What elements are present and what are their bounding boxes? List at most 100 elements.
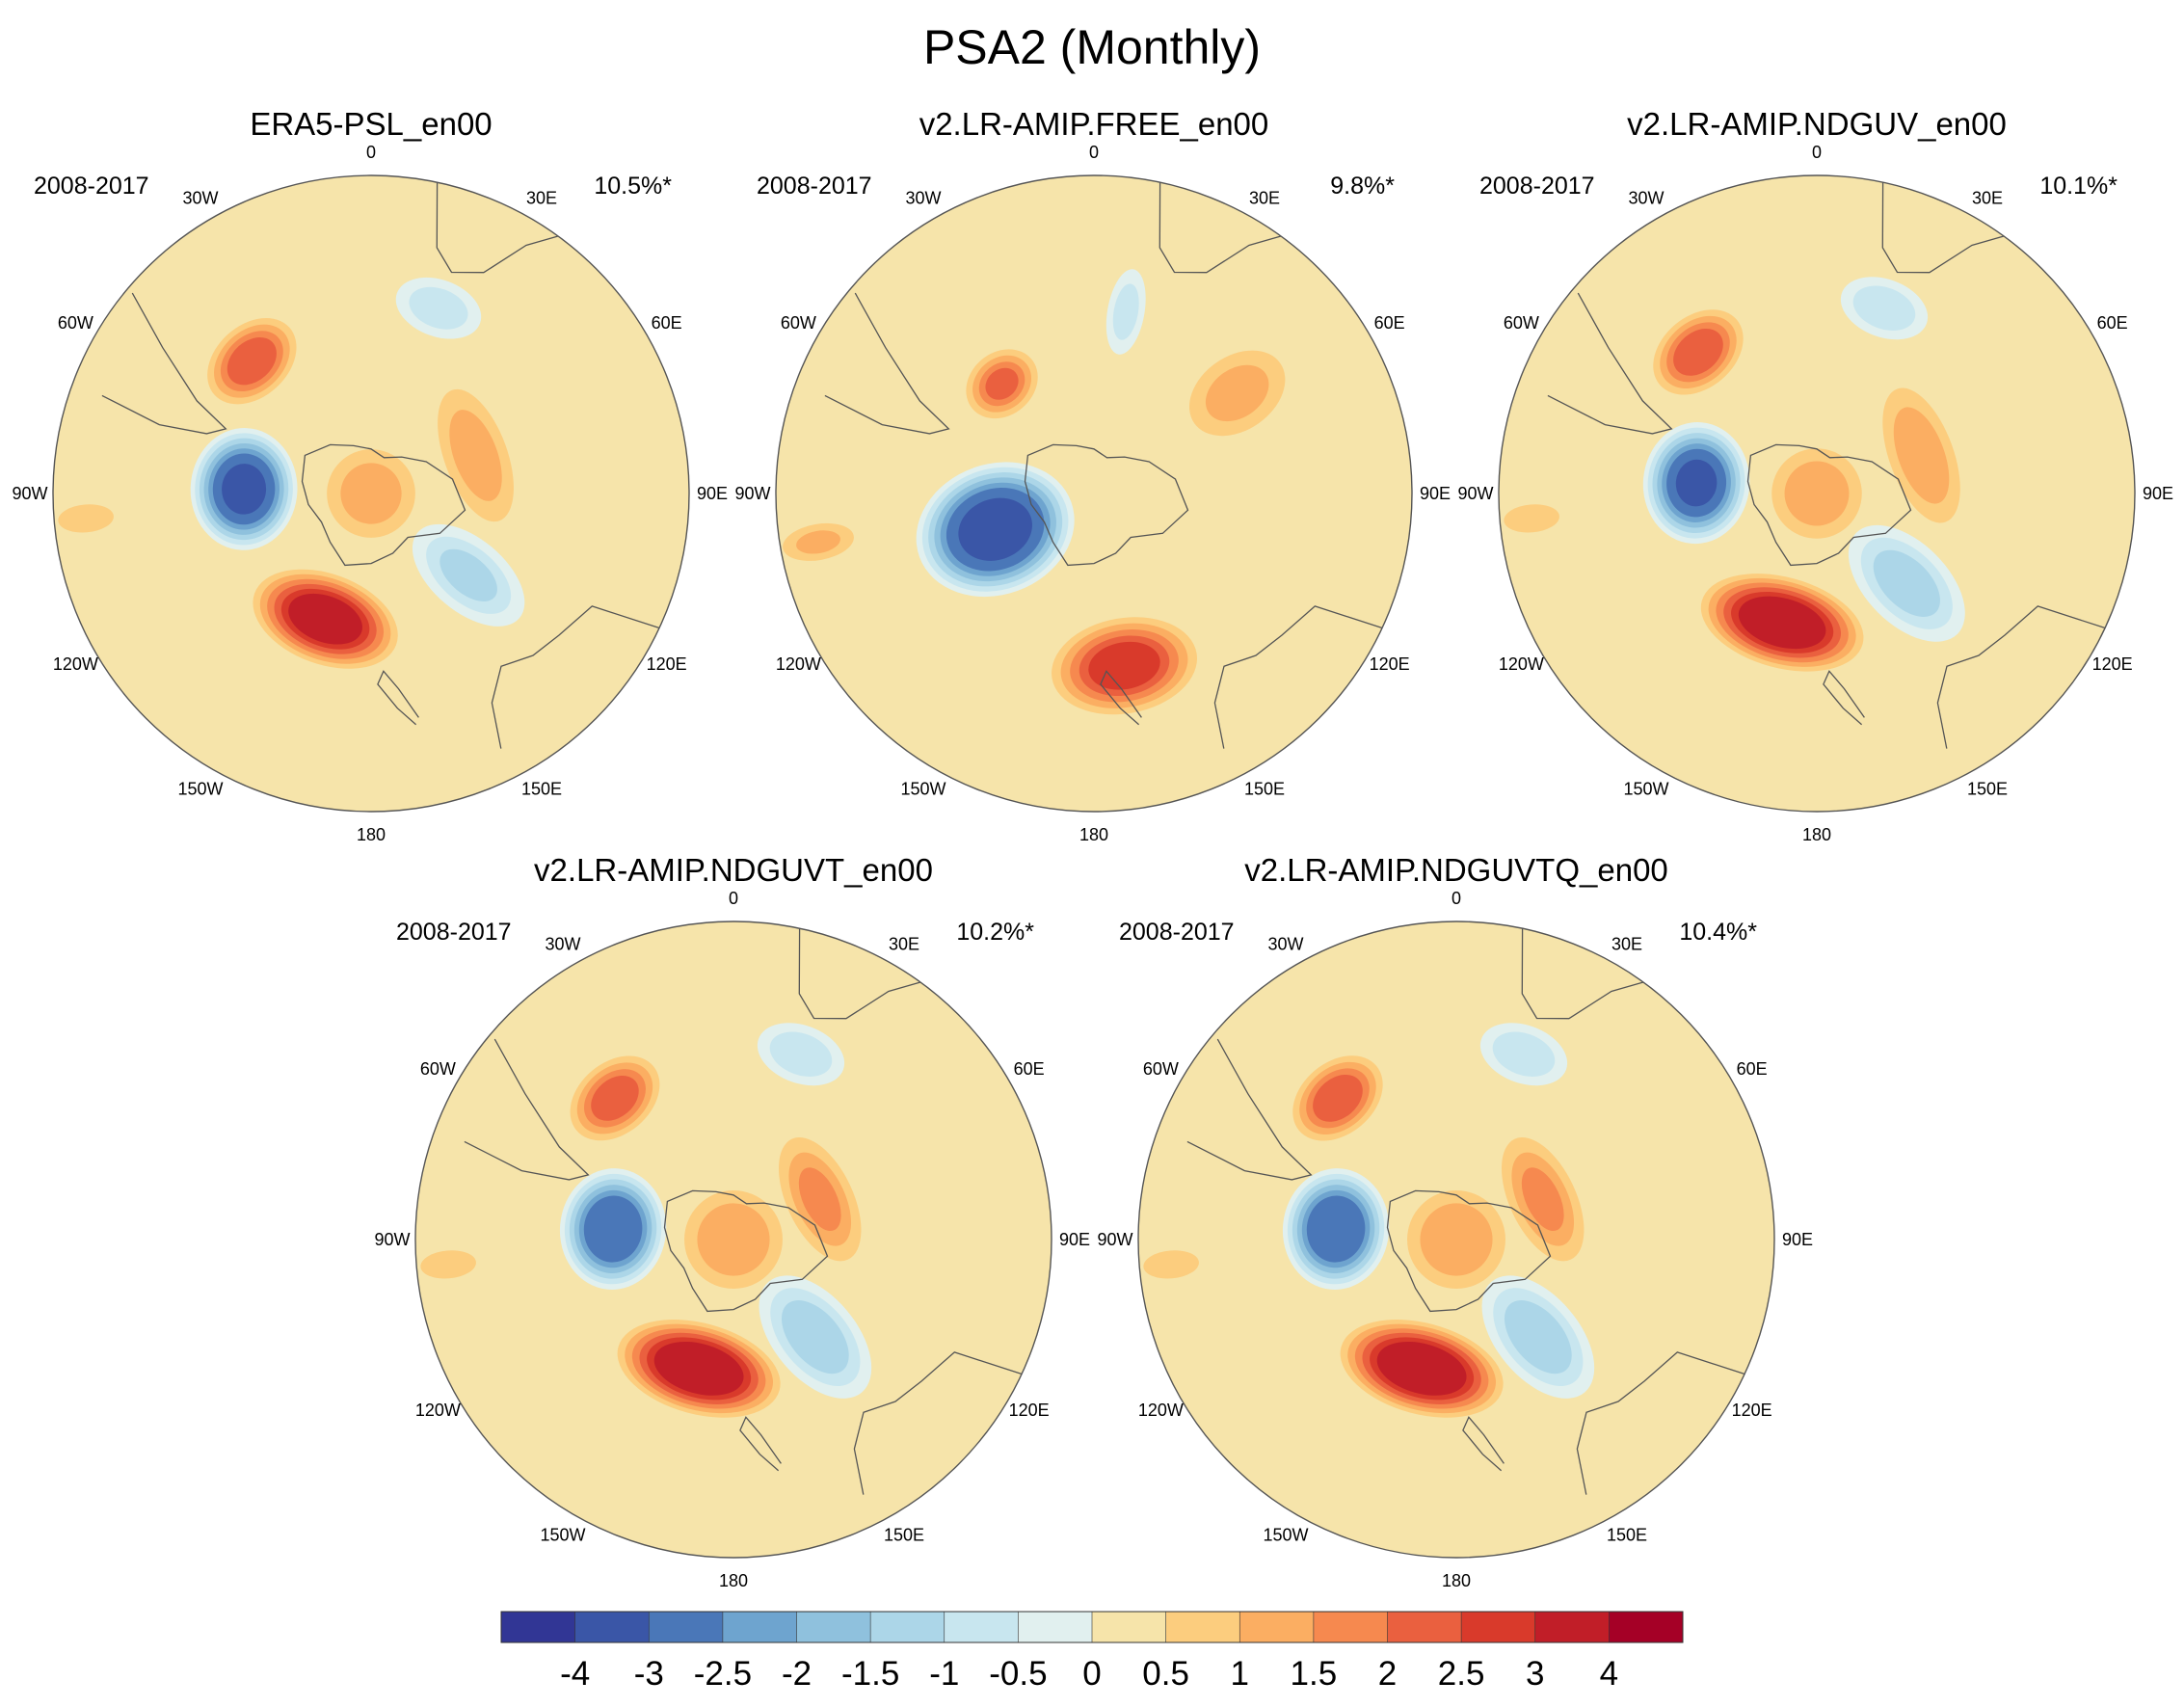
contour-level: [1492, 1031, 1556, 1077]
map-panel-v2-lr-amip-free-en00: v2.LR-AMIP.FREE_en00 2008-2017 9.8%* 0 30E 60…: [734, 106, 1451, 844]
longitude-label: 120E: [647, 654, 687, 674]
colorbar-tick-label: 2.5: [1438, 1655, 1485, 1693]
africa-coastline: [1159, 182, 1282, 274]
anomaly-center-low: [1848, 524, 1965, 642]
anomaly-center-high: [207, 318, 297, 405]
contour-field: [1499, 175, 2135, 812]
new-zealand-coastline: [1462, 1416, 1505, 1472]
panel-title: v2.LR-AMIP.NDGUVT_en00: [534, 852, 933, 888]
contour-level: [583, 1195, 643, 1263]
longitude-label: 180: [1079, 825, 1108, 844]
map-panel-v2-lr-amip-ndguvt-en00: v2.LR-AMIP.NDGUVT_en00 2008-2017 10.2%* 0 30…: [374, 852, 1090, 1590]
longitude-label: 60W: [1504, 313, 1539, 333]
longitude-label: 150W: [1623, 780, 1668, 799]
longitude-label: 120W: [415, 1401, 461, 1420]
longitude-label: 180: [1442, 1571, 1471, 1590]
south-america-coastline: [1547, 292, 1673, 435]
colorbar-swatch: [1092, 1612, 1166, 1642]
anomaly-center-high: [1501, 1136, 1585, 1262]
panel-title: v2.LR-AMIP.FREE_en00: [919, 106, 1269, 142]
longitude-label: 0: [729, 889, 738, 908]
anomaly-center-high: [684, 1190, 783, 1289]
anomaly-center-high: [1653, 309, 1744, 395]
africa-coastline: [436, 182, 559, 274]
contour-level: [985, 367, 1019, 400]
longitude-label: 120W: [53, 654, 98, 674]
australia-coastline: [853, 1351, 1023, 1495]
longitude-label: 150W: [1263, 1526, 1308, 1545]
anomaly-center-high: [617, 1320, 781, 1418]
longitude-label: 90E: [1782, 1230, 1813, 1249]
variance-label: 10.2%*: [956, 919, 1034, 946]
longitude-label: 30E: [526, 188, 557, 207]
antarctica-coastline: [663, 1189, 829, 1313]
longitude-label: 30W: [182, 188, 218, 207]
longitude-label: 60E: [652, 313, 682, 333]
contour-level: [1852, 285, 1916, 331]
anomaly-center-high: [1700, 574, 1864, 672]
africa-coastline: [798, 928, 921, 1020]
longitude-label: 60W: [1143, 1059, 1179, 1079]
colorbar-tick-label: -2: [782, 1655, 812, 1693]
contour-level: [591, 1075, 639, 1121]
anomaly-center-low: [1282, 1168, 1390, 1290]
anomaly-center-low: [1105, 269, 1146, 355]
contour-field: [1138, 921, 1774, 1558]
longitude-label: 0: [1452, 889, 1461, 908]
longitude-label: 60E: [1014, 1059, 1045, 1079]
period-label: 2008-2017: [396, 919, 512, 946]
anomaly-center-low: [1479, 1023, 1568, 1086]
longitude-label: 90W: [1457, 484, 1493, 503]
colorbar-swatch: [944, 1612, 1019, 1642]
contour-field: [776, 175, 1412, 812]
longitude-label: 90E: [697, 484, 728, 503]
anomaly-center-high: [1504, 504, 1559, 533]
longitude-label: 60W: [58, 313, 93, 333]
longitude-label: 90W: [734, 484, 770, 503]
anomaly-center-high: [783, 522, 854, 561]
colorbar-swatch: [649, 1612, 723, 1642]
contour-level: [449, 410, 502, 501]
longitude-label: 120W: [1138, 1401, 1184, 1420]
anomaly-center-high: [966, 349, 1038, 419]
contour-level: [796, 530, 840, 554]
longitude-label: 120E: [1009, 1401, 1050, 1420]
australia-coastline: [1213, 605, 1383, 749]
panel-title: v2.LR-AMIP.NDGUV_en00: [1627, 106, 2007, 142]
contour-level: [1313, 1074, 1363, 1122]
africa-coastline: [1881, 182, 2005, 274]
new-zealand-coastline: [1100, 670, 1142, 726]
longitude-label: 150W: [900, 780, 946, 799]
colorbar-swatch: [1609, 1612, 1684, 1642]
south-america-coastline: [824, 292, 950, 435]
anomaly-center-low: [916, 462, 1075, 598]
longitude-label: 60W: [420, 1059, 456, 1079]
panel-title: v2.LR-AMIP.NDGUVTQ_en00: [1244, 852, 1668, 888]
variance-label: 10.1%*: [2039, 173, 2117, 200]
colorbar-swatch: [1387, 1612, 1462, 1642]
map-panels: ERA5-PSL_en00 2008-2017 10.5%* 0 30E 60E 90E 12…: [12, 106, 2173, 1590]
anomaly-center-low: [559, 1168, 667, 1290]
contour-level: [1893, 407, 1950, 504]
contour-level: [798, 1167, 841, 1232]
colorbar-swatch: [870, 1612, 945, 1642]
longitude-label: 150W: [177, 780, 223, 799]
contour-level: [409, 286, 468, 330]
colorbar-swatch: [1461, 1612, 1535, 1642]
map-frame: [52, 174, 690, 813]
longitude-label: 90W: [1097, 1230, 1132, 1249]
longitude-label: 180: [357, 825, 386, 844]
longitude-label: 30E: [889, 934, 919, 953]
contour-level: [769, 1031, 833, 1077]
longitude-label: 0: [1812, 143, 1822, 162]
anomaly-center-low: [757, 1023, 845, 1086]
longitude-label: 150E: [884, 1526, 924, 1545]
longitude-label: 90E: [2143, 484, 2173, 503]
panel-title: ERA5-PSL_en00: [250, 106, 492, 142]
colorbar-swatch: [501, 1612, 575, 1642]
contour-level: [1088, 641, 1160, 690]
longitude-label: 150E: [521, 780, 562, 799]
longitude-label: 150E: [1967, 780, 2008, 799]
contour-level: [1873, 549, 1940, 617]
